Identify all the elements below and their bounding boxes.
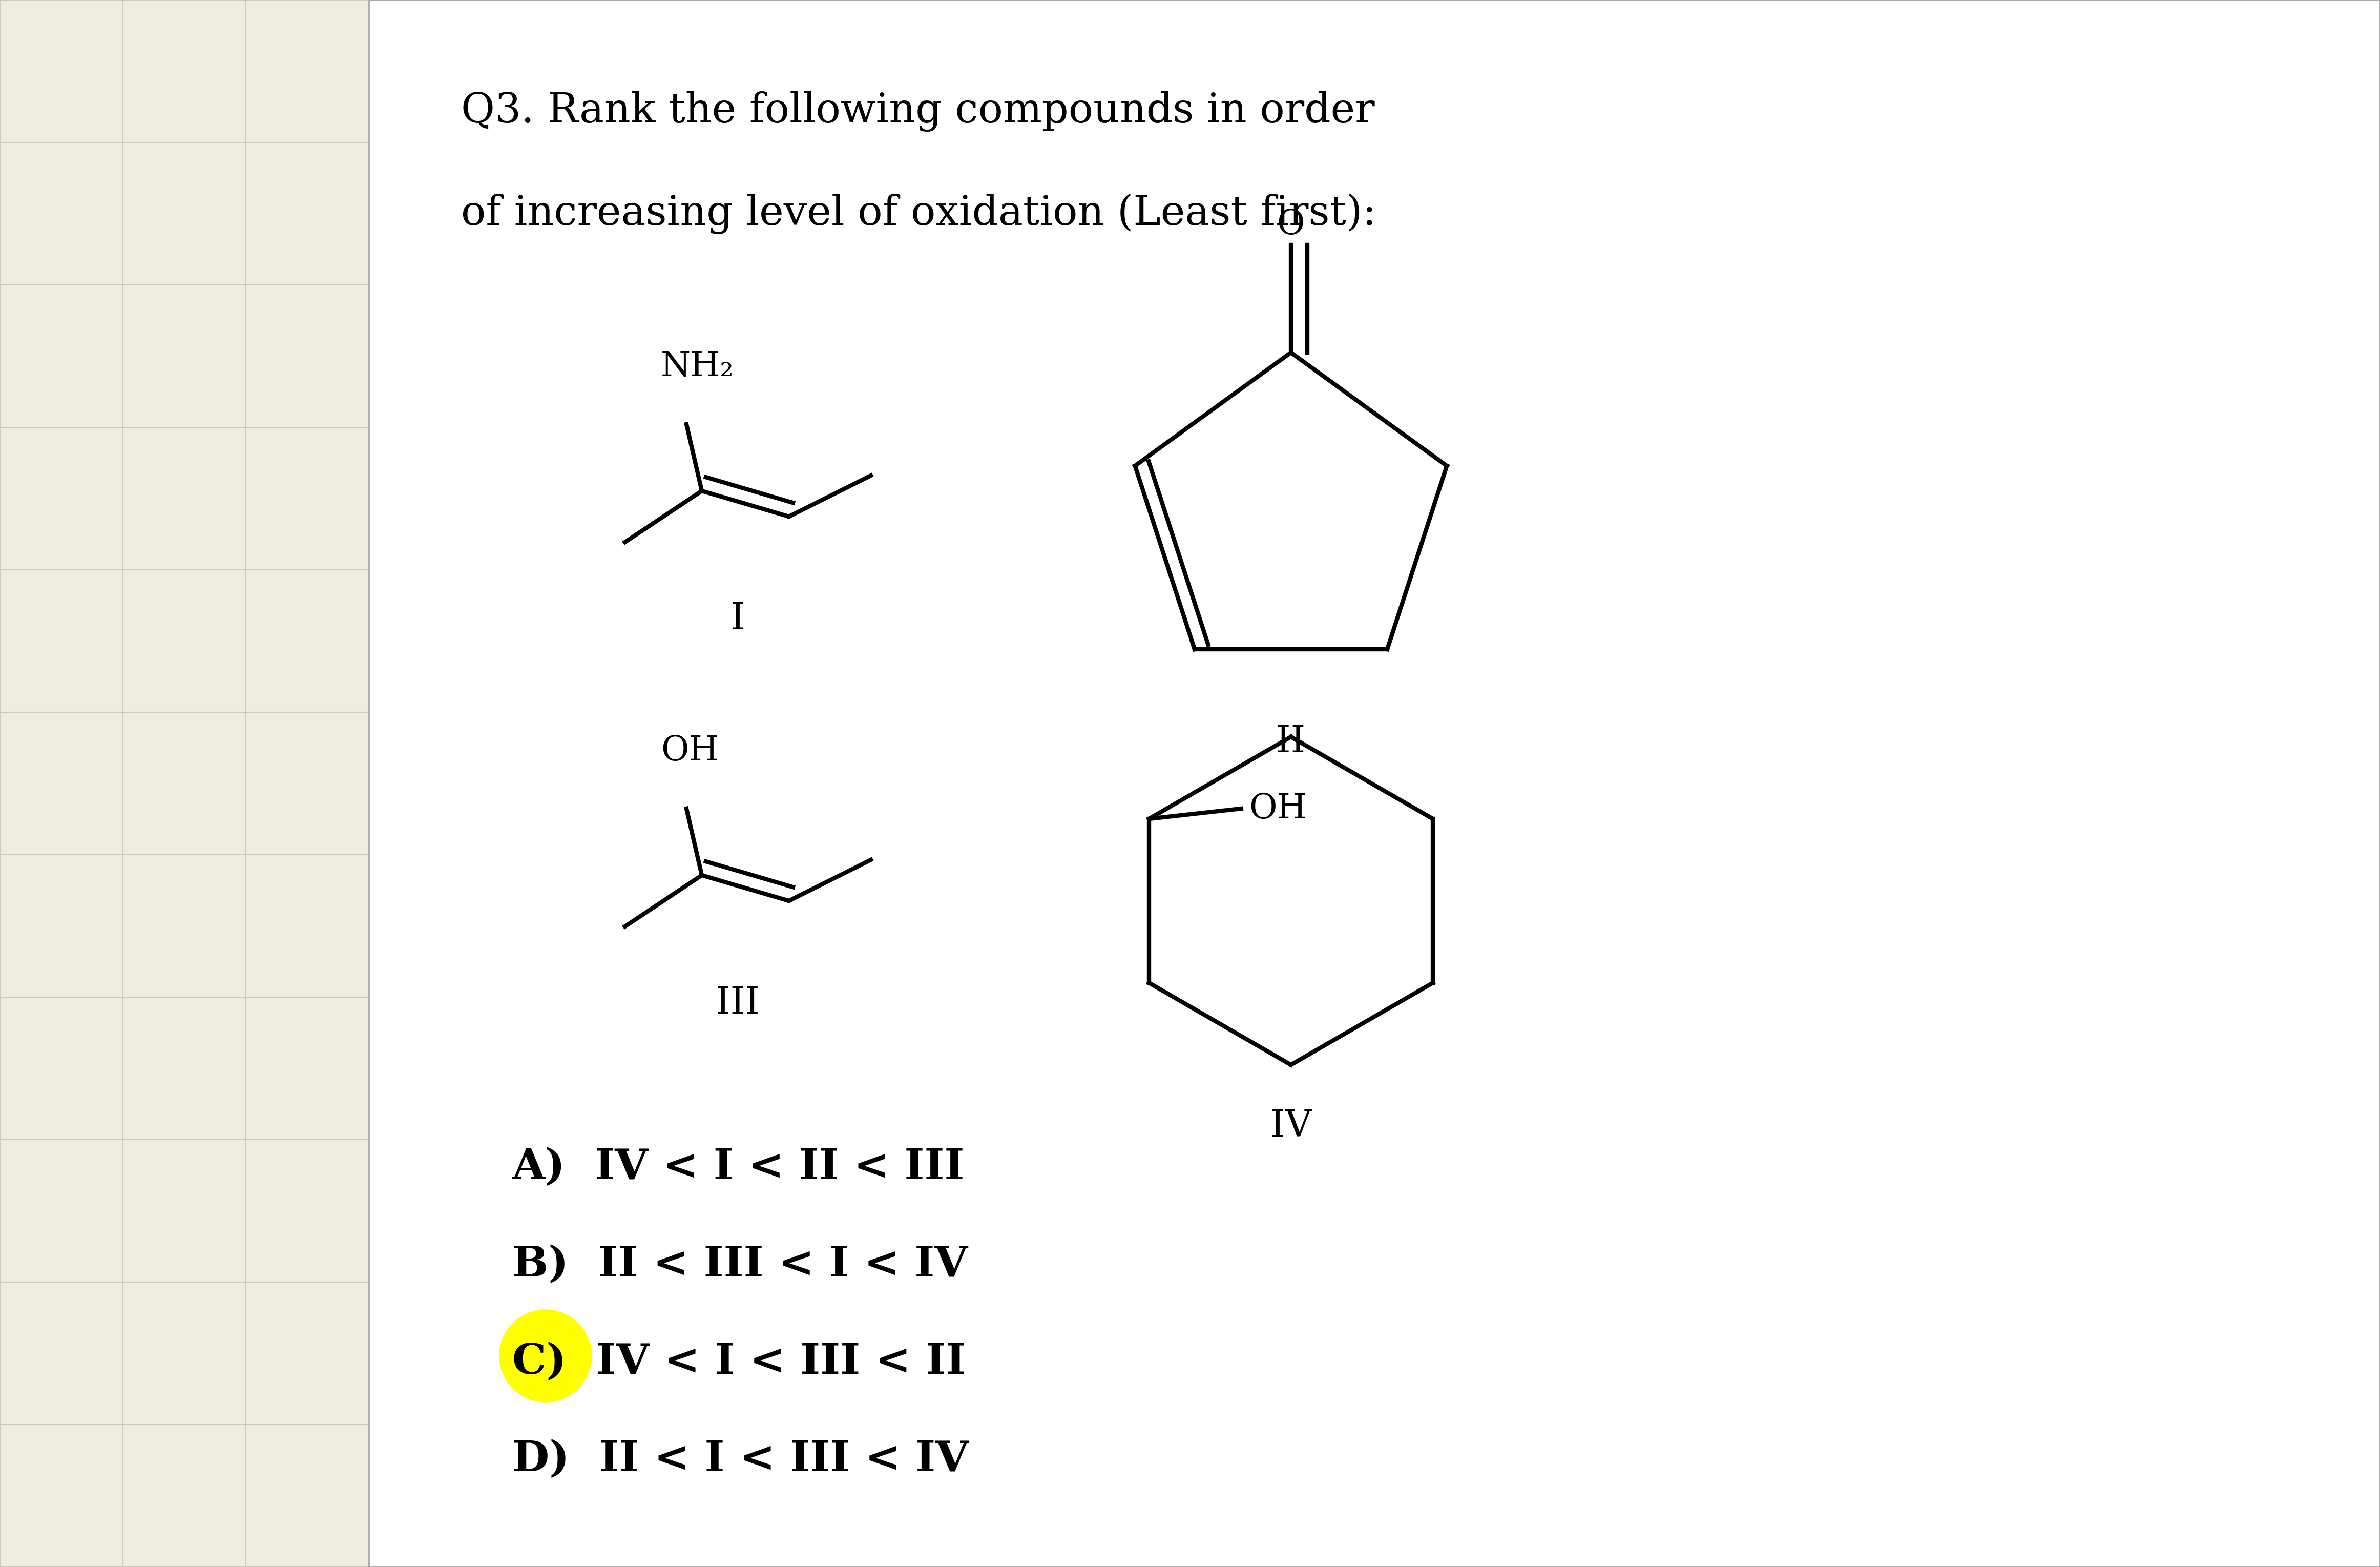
Text: B)  II < III < I < IV: B) II < III < I < IV (512, 1244, 969, 1285)
Circle shape (500, 1310, 593, 1402)
Text: IV: IV (1271, 1108, 1311, 1144)
Text: II: II (1276, 724, 1307, 760)
Text: NH₂: NH₂ (662, 349, 733, 384)
Text: OH: OH (1250, 791, 1307, 826)
Text: A)  IV < I < II < III: A) IV < I < II < III (512, 1147, 964, 1188)
Text: OH: OH (662, 735, 719, 768)
Text: O: O (1278, 208, 1304, 241)
Text: III: III (716, 986, 759, 1022)
FancyBboxPatch shape (369, 0, 2380, 1567)
Text: I: I (731, 600, 745, 638)
Text: C)  IV < I < III < II: C) IV < I < III < II (512, 1341, 966, 1382)
Text: Q3. Rank the following compounds in order: Q3. Rank the following compounds in orde… (462, 91, 1376, 132)
Text: D)  II < I < III < IV: D) II < I < III < IV (512, 1439, 969, 1479)
Text: of increasing level of oxidation (Least first):: of increasing level of oxidation (Least … (462, 194, 1376, 235)
